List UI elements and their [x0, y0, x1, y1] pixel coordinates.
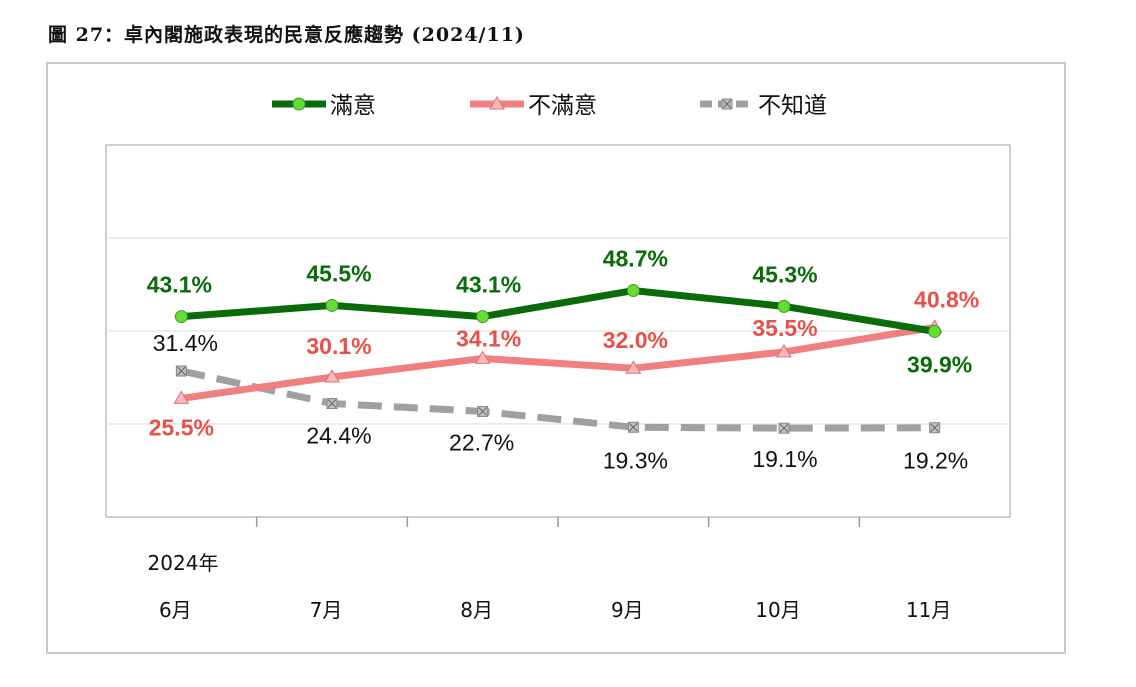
data-label: 45.5%	[306, 260, 371, 286]
x-tick-label: 11月	[906, 598, 951, 622]
data-label: 43.1%	[147, 272, 212, 298]
point-marker-x-cross	[930, 423, 940, 433]
x-tick-label: 8月	[460, 598, 493, 622]
figure-title: 圖 27：卓內閣施政表現的民意反應趨勢 (2024/11)	[48, 24, 525, 46]
data-label: 19.2%	[903, 448, 968, 474]
point-marker-x-cross	[478, 407, 488, 416]
point-marker-triangle	[776, 343, 792, 358]
point-marker-circle	[777, 299, 791, 313]
point-marker-triangle	[173, 390, 190, 404]
point-marker-x-cross	[722, 99, 732, 109]
point-marker-circle	[476, 310, 490, 324]
legend-label: 不滿意	[528, 93, 597, 119]
point-marker-circle	[325, 298, 339, 312]
data-label: 24.4%	[306, 423, 371, 449]
x-tick-label: 9月	[611, 598, 644, 622]
year-label: 2024年	[148, 551, 219, 575]
point-marker-x-cross	[327, 399, 337, 408]
data-label: 22.7%	[449, 429, 514, 455]
x-tick-label: 6月	[159, 598, 192, 622]
series-line-不知道	[180, 367, 935, 432]
point-marker-triangle	[625, 360, 642, 374]
point-marker-x-cross	[176, 366, 186, 376]
legend: 滿意 不滿意 不知道	[272, 93, 827, 119]
legend-label: 滿意	[330, 93, 376, 119]
point-marker-circle	[626, 284, 640, 298]
series-line-滿意	[181, 287, 936, 335]
data-label: 32.0%	[603, 327, 668, 353]
data-label: 30.1%	[306, 333, 371, 359]
data-label: 35.5%	[752, 315, 817, 341]
data-label: 25.5%	[149, 414, 214, 440]
point-marker-triangle	[324, 369, 340, 383]
data-label: 31.4%	[153, 330, 218, 356]
series-line-不滿意	[180, 323, 936, 402]
point-marker-x-cross	[779, 423, 789, 433]
x-tick-label: 7月	[310, 598, 343, 622]
point-marker-circle	[928, 324, 942, 338]
point-marker-triangle	[489, 96, 505, 110]
data-label: 43.1%	[456, 272, 521, 298]
point-marker-x-cross	[628, 422, 638, 432]
data-label: 45.3%	[752, 261, 817, 287]
data-label: 19.1%	[752, 446, 817, 472]
point-marker-circle	[174, 310, 188, 324]
point-marker-circle	[292, 97, 306, 111]
data-label: 48.7%	[603, 246, 668, 272]
data-label: 34.1%	[456, 325, 521, 351]
point-marker-triangle	[474, 350, 491, 364]
data-label: 19.3%	[603, 447, 668, 473]
x-tick-label: 10月	[755, 598, 800, 622]
data-label: 39.9%	[907, 351, 972, 377]
data-label: 40.8%	[914, 286, 979, 312]
legend-label: 不知道	[758, 93, 827, 119]
